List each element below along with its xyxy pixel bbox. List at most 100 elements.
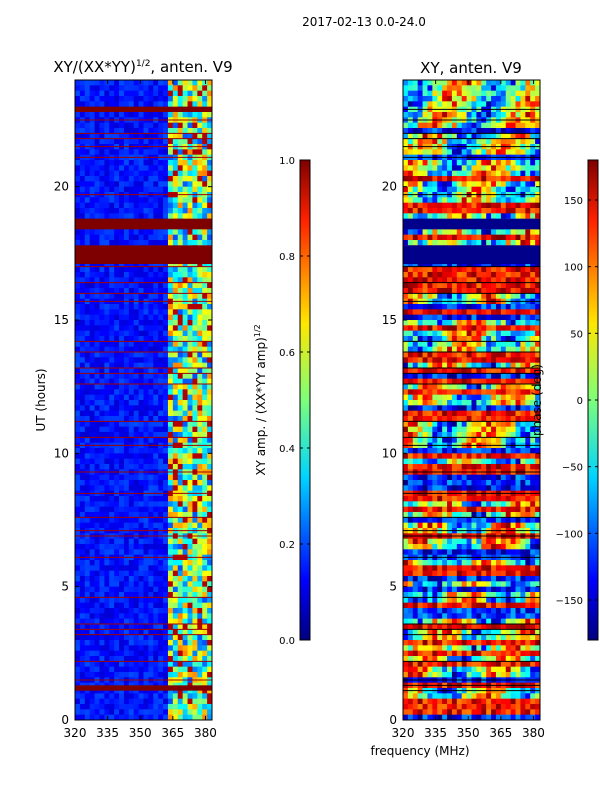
heatmap-cell bbox=[90, 672, 95, 678]
heatmap-cell bbox=[114, 389, 119, 395]
heatmap-cell bbox=[148, 149, 153, 155]
heatmap-cell bbox=[472, 320, 477, 326]
heatmap-cell bbox=[114, 91, 119, 97]
heatmap-cell bbox=[202, 448, 207, 454]
heatmap-cell bbox=[163, 395, 168, 401]
heatmap-cell bbox=[506, 187, 511, 193]
heatmap-cell bbox=[153, 613, 158, 619]
heatmap-cell bbox=[124, 581, 129, 587]
heatmap-cell bbox=[95, 437, 100, 443]
heatmap-cell bbox=[188, 384, 193, 390]
heatmap-cell bbox=[75, 112, 80, 118]
heatmap-cell bbox=[163, 341, 168, 347]
heatmap-cell bbox=[134, 608, 139, 614]
heatmap-cell bbox=[144, 651, 149, 657]
heatmap-cell bbox=[129, 149, 134, 155]
heatmap-cell bbox=[90, 165, 95, 171]
heatmap-cell bbox=[119, 597, 124, 603]
heatmap-cell bbox=[481, 139, 486, 145]
heatmap-cell bbox=[437, 197, 442, 203]
heatmap-cell bbox=[462, 229, 467, 235]
heatmap-cell bbox=[158, 272, 163, 278]
heatmap-cell bbox=[109, 315, 114, 321]
heatmap-cell bbox=[148, 411, 153, 417]
heatmap-cell bbox=[423, 213, 428, 219]
heatmap-cell bbox=[432, 187, 437, 193]
heatmap-cell bbox=[168, 523, 173, 529]
heatmap-cell bbox=[129, 352, 134, 358]
heatmap-cell bbox=[119, 85, 124, 91]
heatmap-cell bbox=[168, 672, 173, 678]
heatmap-cell bbox=[192, 96, 197, 102]
heatmap-cell bbox=[202, 341, 207, 347]
heatmap-cell bbox=[153, 581, 158, 587]
heatmap-cell bbox=[153, 709, 158, 715]
heatmap-cell bbox=[173, 91, 178, 97]
heatmap-cell bbox=[139, 699, 144, 705]
heatmap-cell bbox=[90, 341, 95, 347]
heatmap-cell bbox=[144, 613, 149, 619]
heatmap-cell bbox=[119, 405, 124, 411]
heatmap-cell bbox=[413, 235, 418, 241]
heatmap-cell bbox=[197, 272, 202, 278]
heatmap-cell bbox=[99, 645, 104, 651]
heatmap-cell bbox=[153, 517, 158, 523]
heatmap-cell bbox=[197, 389, 202, 395]
heatmap-cell bbox=[447, 139, 452, 145]
heatmap-cell bbox=[168, 272, 173, 278]
heatmap-cell bbox=[437, 85, 442, 91]
heatmap-cell bbox=[481, 176, 486, 182]
heatmap-cell bbox=[163, 565, 168, 571]
heatmap-cell bbox=[75, 485, 80, 491]
heatmap-cell bbox=[109, 309, 114, 315]
heatmap-cell bbox=[119, 389, 124, 395]
heatmap-cell bbox=[129, 85, 134, 91]
heatmap-cell bbox=[75, 603, 80, 609]
heatmap-cell bbox=[188, 651, 193, 657]
heatmap-cell bbox=[447, 203, 452, 209]
heatmap-cell bbox=[99, 272, 104, 278]
heatmap-cell bbox=[168, 139, 173, 145]
heatmap-cell bbox=[148, 331, 153, 337]
heatmap-cell bbox=[124, 699, 129, 705]
heatmap-cell bbox=[75, 203, 80, 209]
heatmap-cell bbox=[139, 661, 144, 667]
heatmap-cell bbox=[124, 693, 129, 699]
heatmap-cell bbox=[452, 197, 457, 203]
heatmap-cell bbox=[109, 501, 114, 507]
heatmap-cell bbox=[447, 85, 452, 91]
heatmap-cell bbox=[163, 704, 168, 710]
heatmap-cell bbox=[530, 309, 535, 315]
heatmap-cell bbox=[124, 635, 129, 641]
heatmap-cell bbox=[119, 437, 124, 443]
heatmap-cell bbox=[437, 272, 442, 278]
heatmap-cell bbox=[144, 341, 149, 347]
heatmap-cell bbox=[423, 176, 428, 182]
heatmap-cell bbox=[496, 123, 501, 129]
heatmap-cell bbox=[139, 544, 144, 550]
heatmap-cell bbox=[153, 704, 158, 710]
heatmap-cell bbox=[153, 635, 158, 641]
heatmap-cell bbox=[525, 267, 530, 273]
heatmap-cell bbox=[188, 475, 193, 481]
heatmap-cell bbox=[148, 693, 153, 699]
heatmap-cell bbox=[148, 485, 153, 491]
heatmap-cell bbox=[114, 485, 119, 491]
heatmap-cell bbox=[95, 427, 100, 433]
heatmap-cell bbox=[452, 341, 457, 347]
heatmap-cell bbox=[148, 667, 153, 673]
heatmap-cell bbox=[90, 315, 95, 321]
heatmap-cell bbox=[197, 176, 202, 182]
heatmap-cell bbox=[124, 213, 129, 219]
heatmap-cell bbox=[90, 709, 95, 715]
heatmap-cell bbox=[437, 341, 442, 347]
heatmap-cell bbox=[496, 229, 501, 235]
heatmap-cell bbox=[109, 464, 114, 470]
heatmap-cell bbox=[437, 187, 442, 193]
heatmap-cell bbox=[124, 613, 129, 619]
heatmap-cell bbox=[99, 501, 104, 507]
heatmap-cell bbox=[447, 315, 452, 321]
heatmap-cell bbox=[173, 565, 178, 571]
heatmap-cell bbox=[104, 704, 109, 710]
heatmap-cell bbox=[202, 560, 207, 566]
